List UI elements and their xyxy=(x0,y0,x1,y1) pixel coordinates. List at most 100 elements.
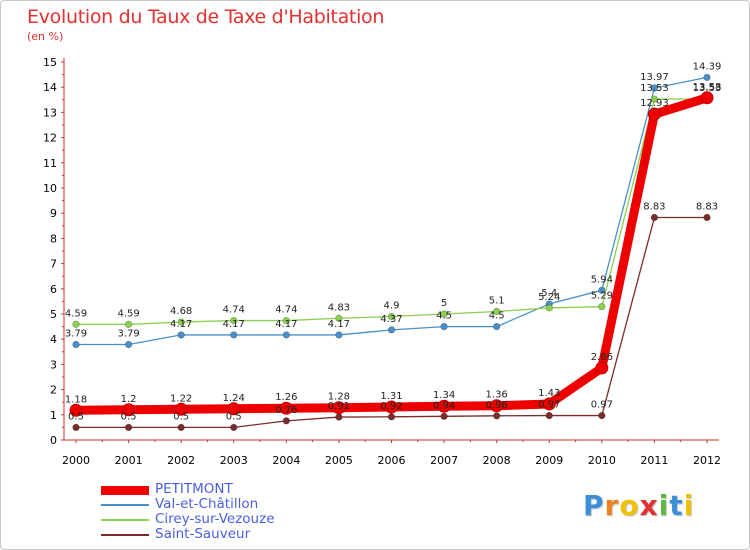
y-tick-label: 14 xyxy=(43,81,57,94)
data-point-val-et-ch-tillon xyxy=(124,340,133,349)
data-label-cirey-sur-vezouze: 4.59 xyxy=(65,308,87,319)
data-point-saint-sauveur xyxy=(493,412,501,420)
data-label-saint-sauveur: 0.97 xyxy=(591,400,613,411)
data-point-val-et-ch-tillon xyxy=(493,323,501,331)
data-label-petitmont: 1.22 xyxy=(170,393,192,404)
data-label-cirey-sur-vezouze: 5.29 xyxy=(591,291,613,302)
x-tick-label: 2001 xyxy=(115,454,143,467)
data-point-val-et-ch-tillon xyxy=(177,331,185,339)
data-label-petitmont: 1.34 xyxy=(433,390,455,401)
data-point-petitmont xyxy=(69,403,83,417)
data-point-cirey-sur-vezouze xyxy=(493,307,501,316)
y-tick-label: 3 xyxy=(50,358,57,371)
data-point-saint-sauveur xyxy=(124,423,133,432)
data-point-petitmont xyxy=(385,400,398,414)
data-label-petitmont: 1.2 xyxy=(121,394,137,405)
x-tick-label: 2008 xyxy=(483,454,511,467)
data-label-petitmont: 1.18 xyxy=(65,394,87,405)
data-label-val-et-ch-tillon: 4.17 xyxy=(275,319,297,330)
y-tick-label: 5 xyxy=(50,308,57,321)
logo-letter: P xyxy=(583,489,605,522)
logo-letter: r xyxy=(604,489,620,522)
data-point-saint-sauveur xyxy=(440,412,448,420)
data-point-saint-sauveur xyxy=(335,413,343,421)
x-tick-label: 2003 xyxy=(220,454,248,467)
data-label-saint-sauveur: 0.76 xyxy=(275,405,297,416)
data-label-saint-sauveur: 0.5 xyxy=(68,411,84,422)
data-point-val-et-ch-tillon xyxy=(282,331,290,339)
data-point-petitmont xyxy=(437,399,451,413)
data-point-cirey-sur-vezouze xyxy=(124,320,133,328)
y-tick-label: 2 xyxy=(50,384,57,397)
data-label-val-et-ch-tillon: 4.5 xyxy=(436,311,452,322)
data-label-petitmont: 1.28 xyxy=(328,392,350,403)
y-tick-label: 0 xyxy=(50,434,57,447)
data-label-cirey-sur-vezouze: 4.74 xyxy=(275,305,297,316)
data-label-saint-sauveur: 0.5 xyxy=(173,411,189,422)
data-point-petitmont xyxy=(227,402,241,416)
data-point-petitmont xyxy=(122,403,136,417)
data-label-val-et-ch-tillon: 4.17 xyxy=(170,319,192,330)
x-tick-label: 2012 xyxy=(693,454,721,467)
legend-swatch xyxy=(101,534,149,536)
data-point-saint-sauveur xyxy=(282,417,290,425)
data-label-val-et-ch-tillon: 4.5 xyxy=(489,311,505,322)
x-tick-label: 2002 xyxy=(167,454,195,467)
logo-letter: i xyxy=(658,489,670,522)
data-point-cirey-sur-vezouze xyxy=(282,316,290,325)
data-point-petitmont xyxy=(174,402,188,416)
series-line-petitmont xyxy=(71,93,712,415)
data-label-saint-sauveur: 0.5 xyxy=(121,411,137,422)
data-point-saint-sauveur xyxy=(387,413,396,421)
data-label-val-et-ch-tillon: 4.37 xyxy=(380,314,402,325)
y-tick-label: 7 xyxy=(50,258,57,271)
data-point-saint-sauveur xyxy=(72,423,80,432)
data-point-val-et-ch-tillon xyxy=(650,84,659,92)
data-label-petitmont: 1.36 xyxy=(486,390,508,401)
legend-swatch xyxy=(101,504,149,506)
data-label-val-et-ch-tillon: 4.17 xyxy=(328,319,350,330)
data-point-petitmont xyxy=(490,399,504,413)
data-point-petitmont xyxy=(332,401,346,415)
data-point-cirey-sur-vezouze xyxy=(230,316,238,325)
data-label-val-et-ch-tillon: 13.97 xyxy=(640,72,669,83)
data-point-val-et-ch-tillon xyxy=(335,331,343,339)
data-point-cirey-sur-vezouze xyxy=(335,314,343,322)
data-label-cirey-sur-vezouze: 4.68 xyxy=(170,306,192,317)
data-label-saint-sauveur: 8.83 xyxy=(696,201,718,212)
data-label-petitmont: 12.93 xyxy=(640,98,669,109)
logo-letter: t xyxy=(669,489,684,522)
data-point-val-et-ch-tillon xyxy=(72,340,80,349)
data-label-cirey-sur-vezouze: 4.9 xyxy=(384,301,400,312)
logo-letter: o xyxy=(619,489,640,522)
data-label-cirey-sur-vezouze: 5 xyxy=(441,298,447,309)
y-tick-label: 13 xyxy=(43,106,57,119)
data-point-val-et-ch-tillon xyxy=(387,326,396,334)
data-label-saint-sauveur: 0.5 xyxy=(226,411,242,422)
data-point-petitmont xyxy=(700,91,714,105)
chart-title: Evolution du Taux de Taxe d'Habitation xyxy=(27,6,385,28)
x-tick-label: 2011 xyxy=(640,454,668,467)
data-point-saint-sauveur xyxy=(230,423,238,432)
data-label-petitmont: 1.26 xyxy=(275,392,297,403)
series-layer xyxy=(69,73,714,432)
legend-label: Saint-Sauveur xyxy=(155,526,251,542)
data-label-val-et-ch-tillon: 5.4 xyxy=(541,288,557,299)
data-label-val-et-ch-tillon: 3.79 xyxy=(117,328,139,339)
labels-layer: 3.79 3.79 4.17 4.17 4.17 4.17 4.37 4.5 4.5 5.4 5.9… xyxy=(65,61,721,422)
data-point-cirey-sur-vezouze xyxy=(650,95,659,103)
data-label-saint-sauveur: 0.91 xyxy=(328,401,350,412)
data-point-saint-sauveur xyxy=(703,213,711,222)
logo-letter: i xyxy=(683,489,695,522)
data-point-saint-sauveur xyxy=(650,213,659,222)
data-label-saint-sauveur: 8.83 xyxy=(643,201,665,212)
data-label-saint-sauveur: 0.96 xyxy=(486,400,508,411)
y-tick-label: 4 xyxy=(50,333,57,346)
data-point-val-et-ch-tillon xyxy=(230,331,238,339)
data-point-petitmont xyxy=(542,397,556,411)
data-point-cirey-sur-vezouze xyxy=(545,304,553,312)
y-tick-label: 11 xyxy=(43,157,57,170)
data-point-petitmont xyxy=(647,107,661,121)
